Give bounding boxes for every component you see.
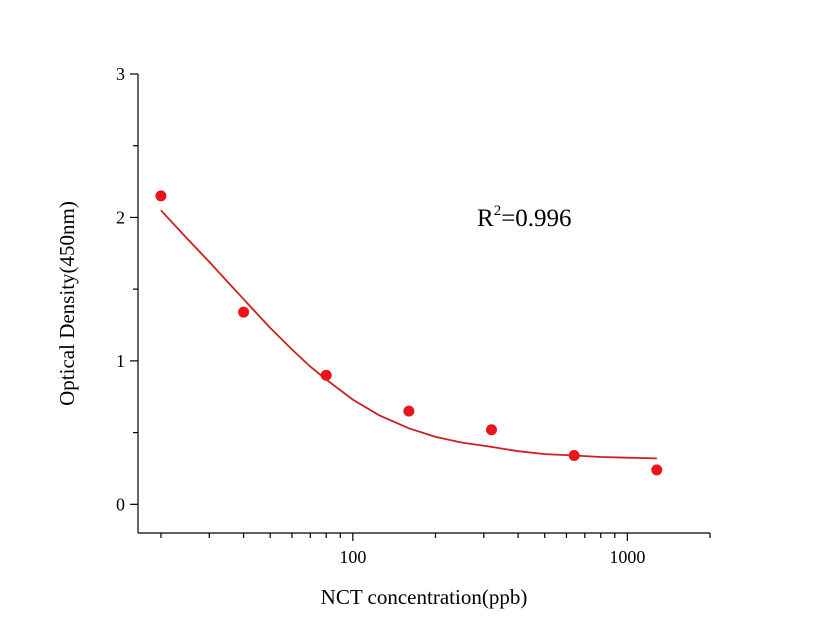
y-tick-label: 3	[116, 64, 125, 84]
x-tick-label: 1000	[609, 547, 645, 567]
x-tick-label: 100	[339, 547, 366, 567]
data-point	[651, 464, 663, 476]
data-point	[238, 306, 250, 318]
r-squared-base: R	[477, 205, 494, 232]
y-tick-label: 0	[116, 494, 125, 514]
axes: 100 1000 0 1 2 3	[116, 64, 711, 567]
data-point	[486, 424, 498, 436]
r-squared-superscript: 2	[494, 203, 502, 219]
plot-area	[155, 190, 663, 476]
r-squared-value: =0.996	[501, 205, 571, 232]
fit-curve	[160, 209, 657, 460]
data-point	[568, 450, 580, 462]
r-squared-annotation: R2=0.996	[477, 203, 572, 232]
data-points	[155, 190, 663, 476]
x-axis-label: NCT concentration(ppb)	[321, 585, 528, 609]
y-tick-label: 2	[116, 207, 125, 227]
y-tick-label: 1	[116, 351, 125, 371]
data-point	[320, 369, 332, 381]
data-point	[155, 190, 167, 202]
data-point	[403, 405, 415, 417]
y-ticks: 0 1 2 3	[116, 64, 138, 514]
x-ticks: 100 1000	[160, 533, 711, 567]
y-axis-label: Optical Density(450nm)	[55, 201, 79, 406]
